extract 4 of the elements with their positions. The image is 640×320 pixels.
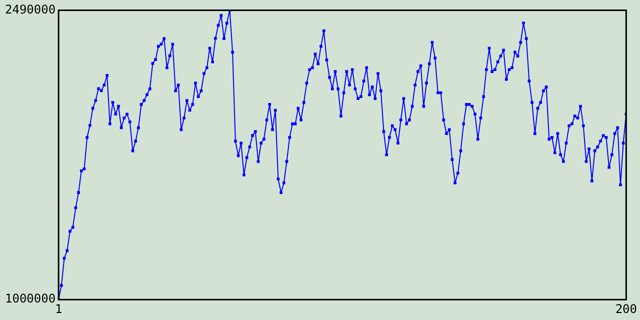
- y-tick-label: 1000000: [4, 292, 56, 306]
- x-tick-label: 1: [54, 302, 62, 316]
- x-tick-label: 200: [615, 302, 638, 316]
- y-tick-label: 2490000: [4, 2, 56, 16]
